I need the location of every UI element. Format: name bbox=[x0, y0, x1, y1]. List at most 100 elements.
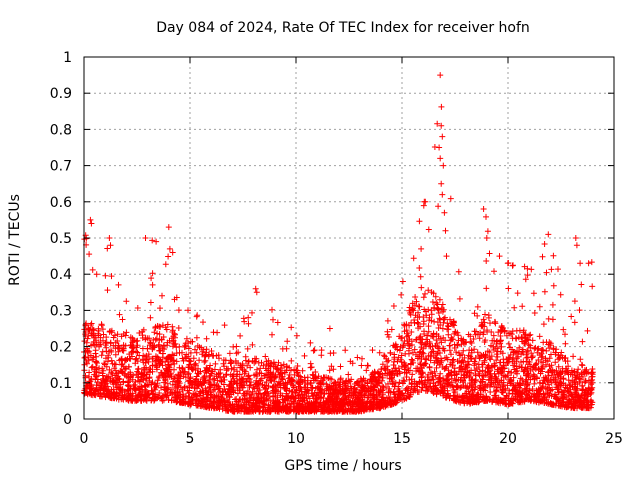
roti-point bbox=[539, 253, 546, 260]
roti-point bbox=[154, 330, 161, 337]
roti-point bbox=[190, 390, 197, 397]
roti-point bbox=[443, 363, 450, 370]
roti-point bbox=[401, 378, 408, 385]
roti-point bbox=[146, 366, 153, 372]
roti-point bbox=[332, 379, 338, 386]
roti-point bbox=[313, 392, 320, 399]
roti-point bbox=[415, 325, 422, 332]
roti-point bbox=[159, 292, 165, 299]
roti-point bbox=[128, 344, 135, 351]
roti-point bbox=[295, 407, 302, 414]
roti-point bbox=[211, 395, 218, 402]
roti-point bbox=[575, 366, 582, 373]
roti-point bbox=[247, 382, 254, 388]
roti-point bbox=[384, 358, 391, 365]
roti-point bbox=[387, 389, 394, 396]
roti-point bbox=[555, 379, 562, 386]
roti-point bbox=[405, 365, 412, 372]
roti-point bbox=[278, 407, 285, 414]
roti-point bbox=[564, 369, 571, 375]
roti-point bbox=[345, 394, 352, 401]
roti-point bbox=[455, 368, 462, 375]
roti-point bbox=[228, 360, 235, 366]
roti-point bbox=[208, 370, 215, 377]
roti-point bbox=[437, 370, 444, 377]
roti-point bbox=[396, 368, 403, 375]
roti-point bbox=[111, 332, 118, 339]
roti-point bbox=[174, 384, 181, 390]
roti-point bbox=[524, 381, 531, 388]
roti-point bbox=[438, 180, 445, 187]
roti-point bbox=[215, 393, 222, 400]
roti-point bbox=[277, 392, 284, 399]
roti-point bbox=[429, 373, 436, 380]
roti-point bbox=[537, 386, 544, 393]
roti-point bbox=[519, 303, 526, 310]
roti-point bbox=[500, 389, 506, 396]
roti-point bbox=[497, 337, 504, 344]
roti-point bbox=[263, 379, 270, 385]
roti-point bbox=[496, 253, 503, 260]
x-tick-label: 15 bbox=[393, 431, 411, 447]
roti-point bbox=[532, 344, 539, 351]
roti-point bbox=[524, 371, 531, 378]
roti-point bbox=[540, 359, 547, 366]
roti-point bbox=[265, 360, 272, 367]
roti-point bbox=[430, 376, 437, 383]
roti-point bbox=[270, 370, 277, 377]
roti-point bbox=[326, 383, 333, 390]
roti-point bbox=[429, 299, 436, 305]
roti-point bbox=[255, 359, 262, 366]
roti-point bbox=[241, 370, 248, 377]
roti-point bbox=[577, 356, 584, 363]
roti-point bbox=[93, 353, 100, 360]
roti-point bbox=[93, 341, 100, 348]
roti-point bbox=[133, 387, 139, 394]
roti-point bbox=[520, 380, 527, 387]
roti-point bbox=[108, 347, 114, 354]
roti-point bbox=[399, 278, 406, 285]
roti-point bbox=[570, 353, 577, 360]
roti-point bbox=[504, 260, 511, 267]
roti-point bbox=[464, 368, 470, 375]
roti-point bbox=[589, 399, 596, 406]
roti-point bbox=[430, 388, 436, 395]
roti-point bbox=[349, 360, 356, 367]
roti-point bbox=[526, 332, 533, 339]
roti-point bbox=[92, 359, 99, 365]
roti-point bbox=[245, 372, 252, 379]
roti-point bbox=[309, 384, 316, 391]
roti-point bbox=[542, 374, 549, 381]
roti-point bbox=[301, 374, 308, 381]
roti-point bbox=[384, 372, 391, 379]
roti-point bbox=[290, 406, 297, 413]
roti-point bbox=[382, 365, 389, 372]
roti-point bbox=[543, 269, 550, 276]
roti-point bbox=[217, 366, 224, 373]
roti-point bbox=[482, 398, 489, 404]
roti-point bbox=[552, 349, 559, 356]
roti-point bbox=[464, 398, 471, 405]
roti-point bbox=[538, 347, 545, 354]
roti-point bbox=[173, 344, 180, 351]
roti-point bbox=[456, 350, 462, 356]
roti-point bbox=[493, 351, 500, 358]
roti-point bbox=[235, 399, 242, 406]
roti-point bbox=[129, 335, 136, 342]
roti-point bbox=[87, 386, 94, 392]
roti-point bbox=[102, 361, 108, 368]
roti-point bbox=[505, 340, 512, 347]
roti-point bbox=[281, 396, 288, 403]
roti-point bbox=[94, 360, 100, 366]
roti-point bbox=[207, 362, 214, 369]
roti-point bbox=[309, 371, 316, 378]
roti-point bbox=[442, 337, 449, 344]
roti-point bbox=[158, 369, 165, 376]
roti-point bbox=[423, 356, 430, 363]
roti-point bbox=[365, 385, 372, 392]
roti-point bbox=[370, 399, 377, 406]
roti-point bbox=[488, 329, 495, 335]
roti-point bbox=[379, 394, 386, 401]
roti-point bbox=[392, 397, 399, 404]
roti-point bbox=[274, 319, 281, 326]
